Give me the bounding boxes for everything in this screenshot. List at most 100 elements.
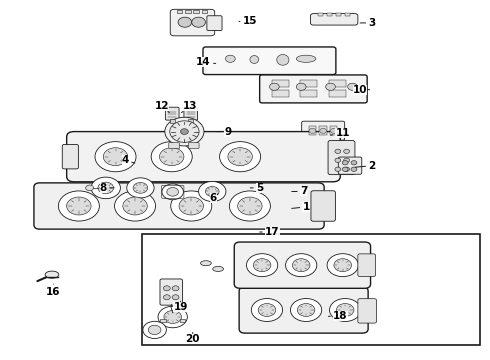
Bar	[201, 10, 207, 13]
Text: 15: 15	[239, 17, 257, 27]
FancyBboxPatch shape	[338, 157, 362, 174]
FancyBboxPatch shape	[165, 107, 179, 120]
Circle shape	[58, 191, 99, 221]
Circle shape	[205, 186, 219, 197]
Circle shape	[347, 83, 357, 90]
Circle shape	[270, 83, 279, 90]
Text: 5: 5	[250, 183, 263, 193]
Bar	[160, 319, 166, 322]
FancyBboxPatch shape	[260, 75, 367, 103]
Circle shape	[67, 197, 91, 215]
Bar	[193, 10, 199, 13]
Bar	[327, 13, 332, 17]
Bar	[170, 119, 174, 123]
Ellipse shape	[213, 266, 223, 271]
Text: 10: 10	[353, 85, 369, 95]
Circle shape	[335, 149, 341, 153]
Circle shape	[330, 298, 361, 321]
Circle shape	[115, 191, 156, 221]
Bar	[329, 90, 345, 97]
Text: 6: 6	[210, 193, 218, 203]
Circle shape	[334, 259, 351, 272]
Bar	[300, 80, 318, 87]
Text: 17: 17	[260, 227, 280, 237]
Circle shape	[296, 83, 306, 90]
Circle shape	[343, 158, 349, 162]
Circle shape	[163, 286, 170, 291]
Circle shape	[253, 259, 271, 272]
Text: 8: 8	[99, 183, 114, 193]
Circle shape	[172, 295, 179, 300]
Circle shape	[180, 129, 188, 134]
FancyBboxPatch shape	[34, 183, 324, 229]
Circle shape	[158, 306, 187, 328]
Circle shape	[342, 167, 348, 171]
Circle shape	[164, 311, 181, 323]
Ellipse shape	[250, 55, 259, 63]
Circle shape	[229, 191, 270, 221]
Bar	[309, 126, 316, 135]
Circle shape	[86, 185, 94, 191]
Circle shape	[351, 167, 357, 171]
Text: 9: 9	[216, 127, 231, 136]
Circle shape	[246, 254, 278, 276]
Circle shape	[163, 295, 170, 300]
Circle shape	[335, 167, 341, 171]
FancyBboxPatch shape	[169, 143, 179, 148]
Circle shape	[286, 254, 317, 276]
Circle shape	[103, 148, 128, 166]
Bar	[143, 234, 480, 345]
Circle shape	[331, 129, 337, 134]
FancyBboxPatch shape	[234, 242, 370, 288]
Circle shape	[172, 286, 179, 291]
Circle shape	[167, 188, 178, 196]
Circle shape	[159, 148, 184, 166]
FancyBboxPatch shape	[170, 9, 215, 36]
Text: 20: 20	[186, 332, 200, 343]
FancyBboxPatch shape	[239, 287, 368, 333]
Circle shape	[291, 298, 322, 321]
Text: 1: 1	[292, 202, 310, 212]
Text: 18: 18	[328, 311, 347, 321]
FancyBboxPatch shape	[302, 121, 344, 140]
Bar	[185, 10, 191, 13]
Text: 19: 19	[173, 301, 188, 312]
Ellipse shape	[45, 271, 59, 278]
Text: 7: 7	[292, 186, 307, 197]
Circle shape	[133, 183, 148, 193]
Bar	[272, 80, 289, 87]
Circle shape	[336, 303, 354, 316]
Bar	[188, 119, 193, 123]
Circle shape	[91, 177, 121, 199]
FancyBboxPatch shape	[311, 14, 358, 25]
Bar	[329, 80, 345, 87]
Text: 2: 2	[355, 161, 376, 171]
Ellipse shape	[296, 55, 316, 62]
Ellipse shape	[277, 54, 289, 65]
Text: 12: 12	[155, 102, 169, 113]
Circle shape	[170, 121, 199, 142]
Circle shape	[335, 158, 341, 162]
Circle shape	[258, 303, 276, 316]
Text: 11: 11	[331, 129, 350, 138]
Text: 3: 3	[360, 18, 376, 28]
Circle shape	[351, 161, 357, 165]
Circle shape	[148, 325, 161, 334]
Circle shape	[192, 17, 205, 27]
Circle shape	[293, 259, 310, 272]
Bar	[319, 126, 327, 135]
Text: 16: 16	[46, 284, 61, 297]
FancyBboxPatch shape	[311, 191, 335, 221]
FancyBboxPatch shape	[184, 107, 197, 120]
Circle shape	[127, 178, 154, 198]
Text: 13: 13	[181, 102, 197, 113]
Circle shape	[251, 298, 283, 321]
Circle shape	[228, 148, 252, 166]
Text: 14: 14	[196, 57, 216, 67]
Circle shape	[326, 83, 335, 90]
Circle shape	[143, 321, 166, 338]
Circle shape	[320, 129, 327, 134]
Circle shape	[178, 17, 192, 27]
Ellipse shape	[225, 55, 235, 62]
Circle shape	[327, 254, 358, 276]
